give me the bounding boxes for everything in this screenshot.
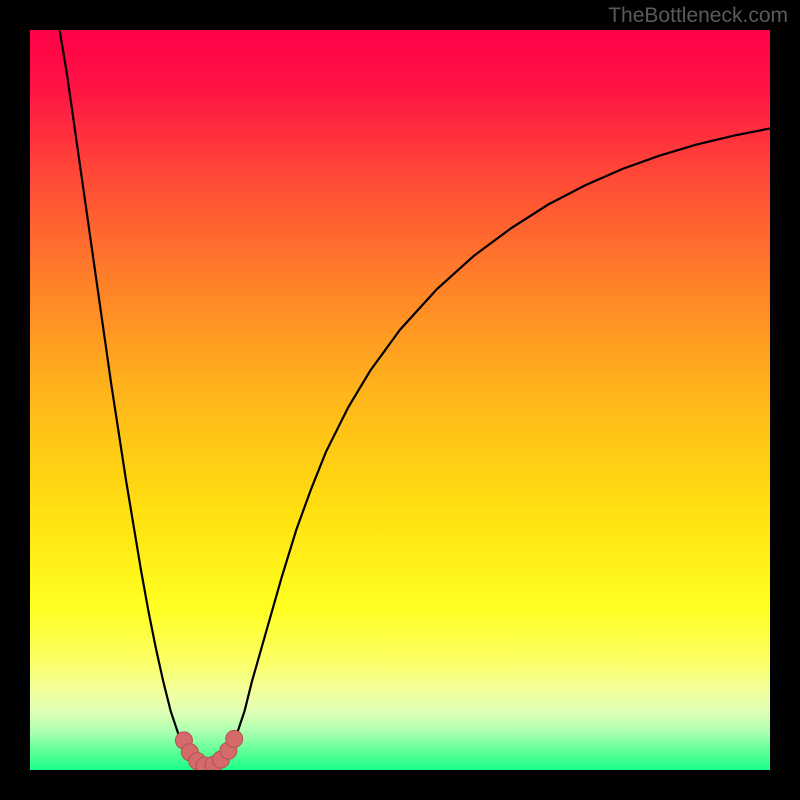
marker-point [226, 730, 243, 747]
watermark-text: TheBottleneck.com [608, 4, 788, 28]
curve-right-branch [208, 128, 770, 766]
plot-area [30, 30, 770, 770]
minimum-markers [175, 730, 242, 770]
curve-left-branch [60, 30, 208, 766]
curve-layer [30, 30, 770, 770]
